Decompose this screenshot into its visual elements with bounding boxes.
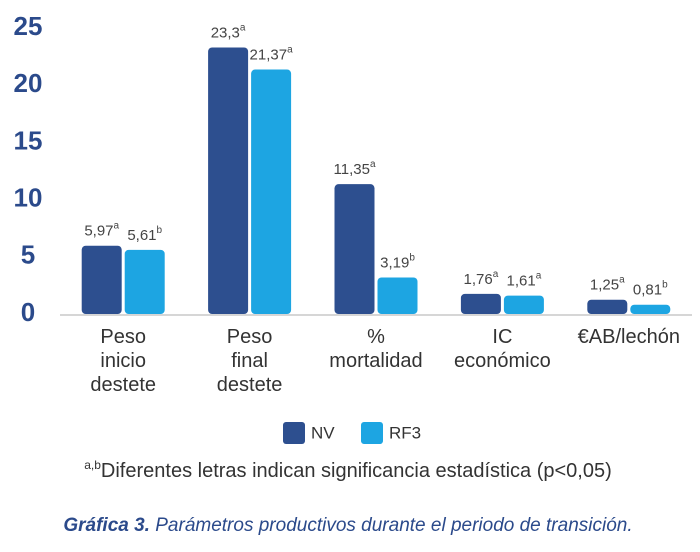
- bar: [460, 293, 501, 314]
- significance-letter: a: [493, 269, 499, 280]
- y-tick-label: 10: [14, 182, 43, 212]
- bar: [587, 299, 628, 314]
- caption-text: Parámetros productivos durante el period…: [155, 515, 632, 536]
- y-tick-label: 0: [21, 297, 35, 327]
- x-tick-label: Peso inicio destete: [90, 326, 156, 396]
- x-tick-label: Peso final destete: [217, 326, 283, 396]
- significance-letter: b: [409, 252, 415, 263]
- x-tick-label: IC económico: [454, 326, 551, 372]
- caption: Gráfica 3. Parámetros productivos durant…: [63, 515, 632, 536]
- value-label-number: 11,35: [334, 161, 370, 178]
- value-label: 1,76a: [464, 269, 499, 288]
- legend-label: RF3: [389, 423, 421, 442]
- value-label: 23,3a: [211, 22, 246, 41]
- caption-label: Gráfica 3.: [63, 515, 150, 536]
- value-label-number: 3,19: [380, 254, 409, 271]
- value-label-number: 1,61: [507, 273, 536, 290]
- significance-letter: a: [619, 274, 625, 285]
- value-label-number: 0,81: [633, 282, 662, 299]
- y-tick-label: 20: [14, 68, 43, 98]
- significance-letter: a: [287, 44, 293, 55]
- bar: [630, 304, 671, 314]
- bar: [334, 184, 375, 314]
- bar: [503, 295, 544, 314]
- bar: [81, 245, 122, 314]
- x-tick-label: % mortalidad: [329, 326, 422, 372]
- bar: [124, 249, 165, 314]
- value-label: 5,61b: [127, 224, 162, 243]
- value-label: 1,61a: [507, 270, 542, 289]
- x-tick-label: €AB/lechón: [578, 326, 680, 348]
- value-label-number: 1,76: [464, 271, 493, 288]
- significance-letter: a: [536, 270, 542, 281]
- value-label-number: 21,37: [250, 46, 288, 63]
- bar: [377, 277, 418, 314]
- value-label-number: 5,97: [84, 223, 113, 240]
- value-label: 21,37a: [250, 44, 294, 63]
- footnote-text: Diferentes letras indican significancia …: [101, 460, 612, 482]
- legend-swatch: [361, 422, 383, 444]
- value-label-number: 23,3: [211, 24, 240, 41]
- value-label: 0,81b: [633, 279, 668, 298]
- y-tick-label: 15: [14, 125, 43, 155]
- bar: [208, 47, 249, 314]
- value-label: 5,97a: [84, 220, 119, 239]
- y-tick-label: 25: [14, 11, 43, 41]
- significance-letter: a: [370, 159, 376, 170]
- legend-swatch: [283, 422, 305, 444]
- y-tick-label: 5: [21, 240, 35, 270]
- significance-letter: a: [240, 22, 246, 33]
- significance-letter: b: [662, 279, 668, 290]
- significance-letter: a: [114, 220, 120, 231]
- bar: [251, 69, 292, 315]
- footnote: a,bDiferentes letras indican significanc…: [84, 458, 612, 482]
- value-label: 11,35a: [334, 159, 376, 178]
- value-label: 1,25a: [590, 274, 625, 293]
- value-label-number: 1,25: [590, 277, 619, 294]
- legend-label: NV: [311, 423, 335, 442]
- value-label-number: 5,61: [127, 227, 156, 244]
- footnote-superscript: a,b: [84, 458, 101, 472]
- significance-letter: b: [157, 224, 163, 235]
- value-label: 3,19b: [380, 252, 415, 271]
